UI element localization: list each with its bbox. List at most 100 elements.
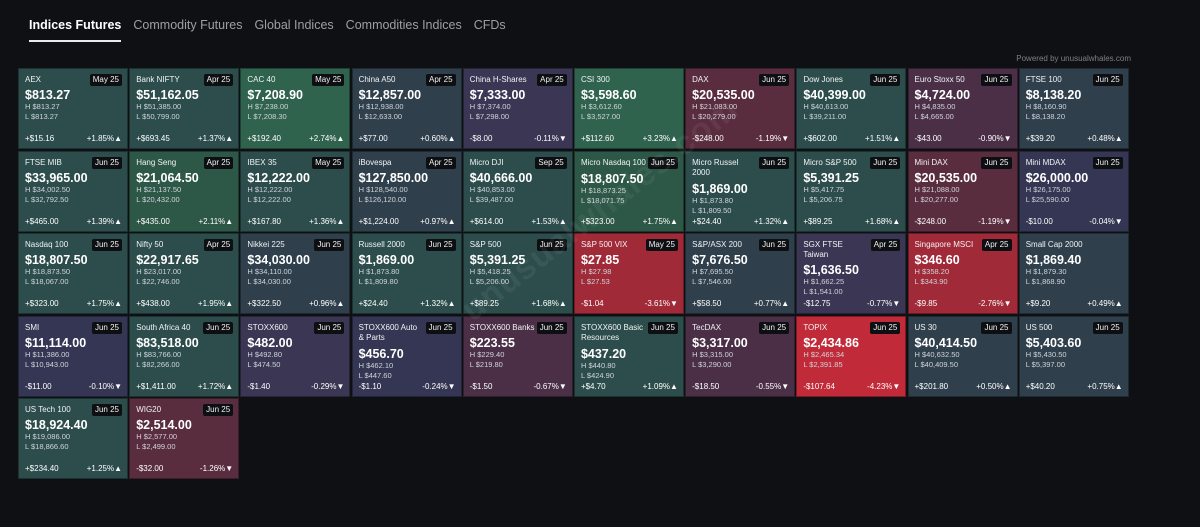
index-tile[interactable]: STOXX600 Basic Resources Jun 25 $437.20 H $… bbox=[573, 315, 684, 397]
contract-date-badge: Jun 25 bbox=[981, 156, 1012, 169]
index-tile[interactable]: Micro DJI Sep 25 $40,666.00 H $40,853.00 L $… bbox=[462, 150, 573, 232]
index-tile[interactable]: CAC 40 May 25 $7,208.90 H $7,238.00 L $7,208… bbox=[240, 68, 351, 149]
index-high: H $1,873.80 bbox=[692, 195, 733, 205]
index-tile[interactable]: Micro Nasdaq 100 Jun 25 $18,807.50 H $18,87… bbox=[573, 150, 684, 232]
index-change-row: +$438.00 +1.95%▲ bbox=[136, 299, 233, 308]
index-high: H $1,662.25 bbox=[803, 277, 845, 286]
index-tile[interactable]: Singapore MSCI Apr 25 $346.60 H $358.20 L $3… bbox=[907, 233, 1018, 314]
index-tile[interactable]: iBovespa Apr 25 $127,850.00 H $128,540.00 L … bbox=[351, 150, 462, 232]
index-tile[interactable]: WIG20 Jun 25 $2,514.00 H $2,577.00 L $2,499.… bbox=[129, 398, 240, 479]
index-tile[interactable]: STOXX600 Auto & Parts Jun 25 $456.70 H $462… bbox=[351, 315, 462, 397]
index-name: China H-Shares bbox=[469, 75, 527, 84]
index-name: S&P 500 bbox=[469, 240, 502, 249]
index-tile[interactable]: Russell 2000 Jun 25 $1,869.00 H $1,873.80 L … bbox=[351, 233, 462, 314]
index-change: -$248.00 bbox=[914, 216, 947, 226]
index-tile[interactable]: STOXX600 Jun 25 $482.00 H $492.80 L $474.50 -… bbox=[240, 315, 351, 397]
index-price: $127,850.00 bbox=[358, 170, 429, 185]
index-name: US Tech 100 bbox=[25, 405, 71, 414]
index-high: H $40,853.00 bbox=[469, 184, 515, 194]
index-tile[interactable]: STOXX600 Banks Jun 25 $223.55 H $229.40 L $2… bbox=[462, 315, 573, 397]
index-change-row: +$89.25 +1.68%▲ bbox=[803, 217, 900, 226]
index-name: Mini MDAX bbox=[1025, 157, 1066, 167]
index-tile[interactable]: Dow Jones Jun 25 $40,399.00 H $40,613.00 L $… bbox=[796, 68, 907, 149]
index-name: TecDAX bbox=[692, 322, 722, 332]
index-price: $18,924.40 bbox=[25, 418, 88, 432]
index-tile[interactable]: Micro S&P 500 Jun 25 $5,391.25 H $5,417.75 L… bbox=[796, 150, 907, 232]
index-tile[interactable]: AEX May 25 $813.27 H $813.27 L $813.27 +$15.1… bbox=[18, 68, 128, 149]
index-tile[interactable]: Nikkei 225 Jun 25 $34,030.00 H $34,110.00 L … bbox=[240, 233, 351, 314]
index-change: +$438.00 bbox=[136, 299, 170, 308]
index-name: FTSE MIB bbox=[25, 157, 62, 167]
index-price: $11,114.00 bbox=[25, 335, 87, 350]
index-tile[interactable]: SGX FTSE Taiwan Apr 25 $1,636.50 H $1,662.2… bbox=[796, 233, 907, 314]
index-change: +$40.20 bbox=[1025, 381, 1055, 391]
index-name: Dow Jones bbox=[803, 75, 843, 84]
index-tile[interactable]: South Africa 40 Jun 25 $83,518.00 H $83,766… bbox=[129, 315, 240, 397]
index-tile[interactable]: FTSE MIB Jun 25 $33,965.00 H $34,002.50 L $3… bbox=[18, 150, 128, 232]
index-tile[interactable]: Micro Russel 2000 Jun 25 $1,869.00 H $1,873… bbox=[685, 150, 796, 232]
index-low: L $7,546.00 bbox=[692, 277, 732, 286]
index-change: +$322.50 bbox=[247, 299, 281, 308]
index-tile[interactable]: Euro Stoxx 50 Jun 25 $4,724.00 H $4,835.00 L… bbox=[907, 68, 1018, 149]
index-tile[interactable]: China H-Shares Apr 25 $7,333.00 H $7,374.00… bbox=[462, 68, 573, 149]
index-price: $18,807.50 bbox=[580, 171, 644, 186]
index-price: $20,535.00 bbox=[692, 88, 755, 102]
index-tile[interactable]: China A50 Apr 25 $12,857.00 H $12,938.00 L $… bbox=[351, 68, 462, 149]
index-tile[interactable]: Nasdaq 100 Jun 25 $18,807.50 H $18,873.50 L … bbox=[18, 233, 128, 314]
index-change-percent: +1.32%▲ bbox=[753, 216, 790, 226]
index-tile[interactable]: SMI Jun 25 $11,114.00 H $11,386.00 L $10,943… bbox=[18, 315, 128, 397]
contract-date-badge: Apr 25 bbox=[870, 239, 901, 251]
index-tile[interactable]: DAX Jun 25 $20,535.00 H $21,083.00 L $20,279… bbox=[685, 68, 796, 149]
index-change-row: +$40.20 +0.75%▲ bbox=[1026, 382, 1123, 391]
index-tile[interactable]: US 30 Jun 25 $40,414.50 H $40,632.50 L $40,4… bbox=[907, 315, 1018, 397]
index-change-row: -$248.00 -1.19%▼ bbox=[692, 134, 789, 143]
index-tile[interactable]: IBEX 35 May 25 $12,222.00 H $12,222.00 L $12… bbox=[240, 150, 351, 232]
index-tile[interactable]: US 500 Jun 25 $5,403.60 H $5,430.50 L $5,397… bbox=[1018, 315, 1129, 397]
tab-commodity-futures[interactable]: Commodity Futures bbox=[133, 18, 243, 32]
contract-date-badge: Jun 25 bbox=[759, 74, 790, 86]
index-high: H $18,873.25 bbox=[580, 185, 626, 195]
contract-date-badge: Jun 25 bbox=[870, 321, 901, 334]
index-tile[interactable]: Mini MDAX Jun 25 $26,000.00 H $26,175.00 L $… bbox=[1018, 150, 1129, 232]
index-high: H $23,017.00 bbox=[136, 267, 182, 276]
index-tile[interactable]: S&P/ASX 200 Jun 25 $7,676.50 H $7,695.50 L $… bbox=[685, 233, 796, 314]
index-change-row: +$234.40 +1.25%▲ bbox=[25, 464, 122, 473]
index-high: H $492.80 bbox=[247, 349, 282, 359]
tab-commodities-indices[interactable]: Commodities Indices bbox=[345, 18, 462, 32]
index-change-row: +$1,224.00 +0.97%▲ bbox=[359, 217, 456, 226]
index-tile[interactable]: Nifty 50 Apr 25 $22,917.65 H $23,017.00 L $2… bbox=[129, 233, 240, 314]
tab-global-indices[interactable]: Global Indices bbox=[254, 18, 334, 32]
index-name: CAC 40 bbox=[247, 75, 276, 84]
index-tile[interactable]: TecDAX Jun 25 $3,317.00 H $3,315.00 L $3,290… bbox=[685, 315, 796, 397]
index-change: +$9.20 bbox=[1025, 299, 1051, 308]
index-tile[interactable]: FTSE 100 Jun 25 $8,138.20 H $8,160.90 L $8,1… bbox=[1018, 68, 1129, 149]
index-price: $482.00 bbox=[247, 335, 293, 350]
index-low: L $5,206.75 bbox=[803, 194, 843, 204]
index-change-row: +$112.60 +3.23%▲ bbox=[581, 134, 678, 143]
index-tile[interactable]: TOPIX Jun 25 $2,434.86 H $2,465.34 L $2,391.… bbox=[796, 315, 907, 397]
index-tile[interactable]: S&P 500 VIX May 25 $27.85 H $27.98 L $27.53 -… bbox=[573, 233, 684, 314]
index-name: Bank NIFTY bbox=[136, 75, 180, 84]
index-tile[interactable]: Hang Seng Apr 25 $21,064.50 H $21,137.50 L $… bbox=[129, 150, 240, 232]
index-price: $40,399.00 bbox=[803, 88, 866, 102]
index-high: H $7,374.00 bbox=[469, 102, 511, 111]
index-change: -$32.00 bbox=[136, 464, 164, 473]
index-change-row: -$107.64 -4.23%▼ bbox=[803, 382, 900, 391]
index-tile[interactable]: Mini DAX Jun 25 $20,535.00 H $21,088.00 L $2… bbox=[907, 150, 1018, 232]
index-change-percent: -0.55%▼ bbox=[755, 381, 790, 391]
index-price: $21,064.50 bbox=[136, 170, 199, 185]
index-tile[interactable]: Bank NIFTY Apr 25 $51,162.05 H $51,385.00 L … bbox=[129, 68, 240, 149]
index-change-row: -$1.10 -0.24%▼ bbox=[359, 382, 456, 391]
index-change-row: +$614.00 +1.53%▲ bbox=[470, 217, 567, 226]
index-change-percent: +0.49%▲ bbox=[1087, 299, 1123, 308]
index-low: L $32,792.50 bbox=[25, 194, 69, 204]
index-name: S&P/ASX 200 bbox=[692, 240, 742, 249]
tab-indices-futures[interactable]: Indices Futures bbox=[29, 0, 122, 42]
tab-cfds[interactable]: CFDs bbox=[473, 18, 506, 32]
index-high: H $128,540.00 bbox=[358, 184, 408, 194]
index-tile[interactable]: US Tech 100 Jun 25 $18,924.40 H $19,086.00 L… bbox=[18, 398, 128, 479]
index-tile[interactable]: S&P 500 Jun 25 $5,391.25 H $5,418.25 L $5,20… bbox=[462, 233, 573, 314]
index-tile[interactable]: CSI 300 $3,598.60 H $3,612.60 L $3,527.00 +$… bbox=[573, 68, 684, 149]
index-tile[interactable]: Small Cap 2000 $1,869.40 H $1,879.30 L $1,8… bbox=[1018, 233, 1129, 314]
index-price: $26,000.00 bbox=[1025, 170, 1089, 185]
